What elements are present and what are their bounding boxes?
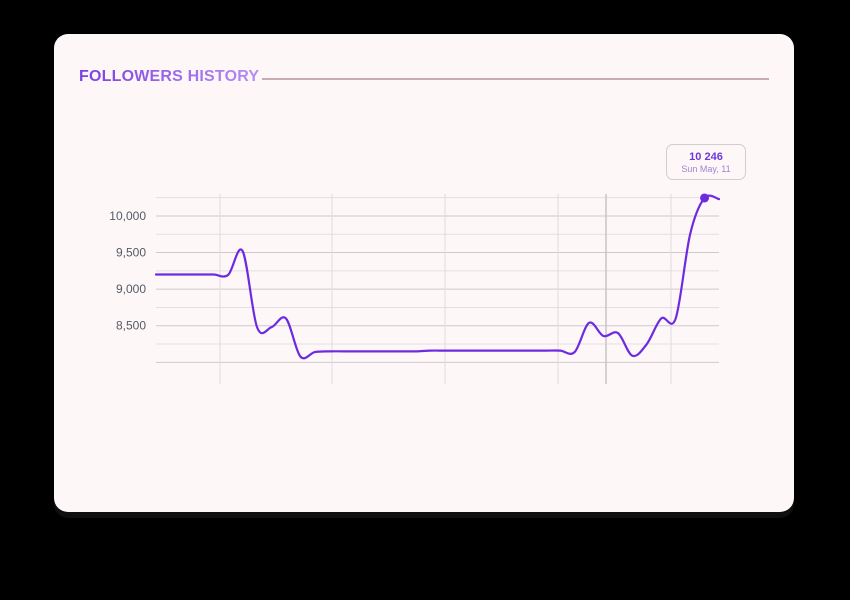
highlight-point: [700, 193, 710, 203]
title-divider: [262, 78, 769, 80]
tooltip-date: Sun May, 11: [681, 164, 731, 174]
followers-history-card: FOLLOWERS HISTORY 10,000 9,500 9,000 8,500 …: [54, 34, 794, 512]
card-header: FOLLOWERS HISTORY: [79, 68, 769, 88]
followers-series-line: [154, 194, 721, 360]
y-tick-label: 9,500: [116, 246, 146, 260]
tooltip-value: 10 246: [689, 151, 723, 163]
y-tick-label: 9,000: [116, 282, 146, 296]
y-tick-label: 8,500: [116, 319, 146, 333]
card-title: FOLLOWERS HISTORY: [79, 68, 260, 85]
followers-line-chart[interactable]: 10,000 9,500 9,000 8,500: [54, 34, 794, 512]
y-tick-label: 10,000: [109, 209, 146, 223]
data-point-tooltip: 10 246 Sun May, 11: [666, 144, 746, 180]
